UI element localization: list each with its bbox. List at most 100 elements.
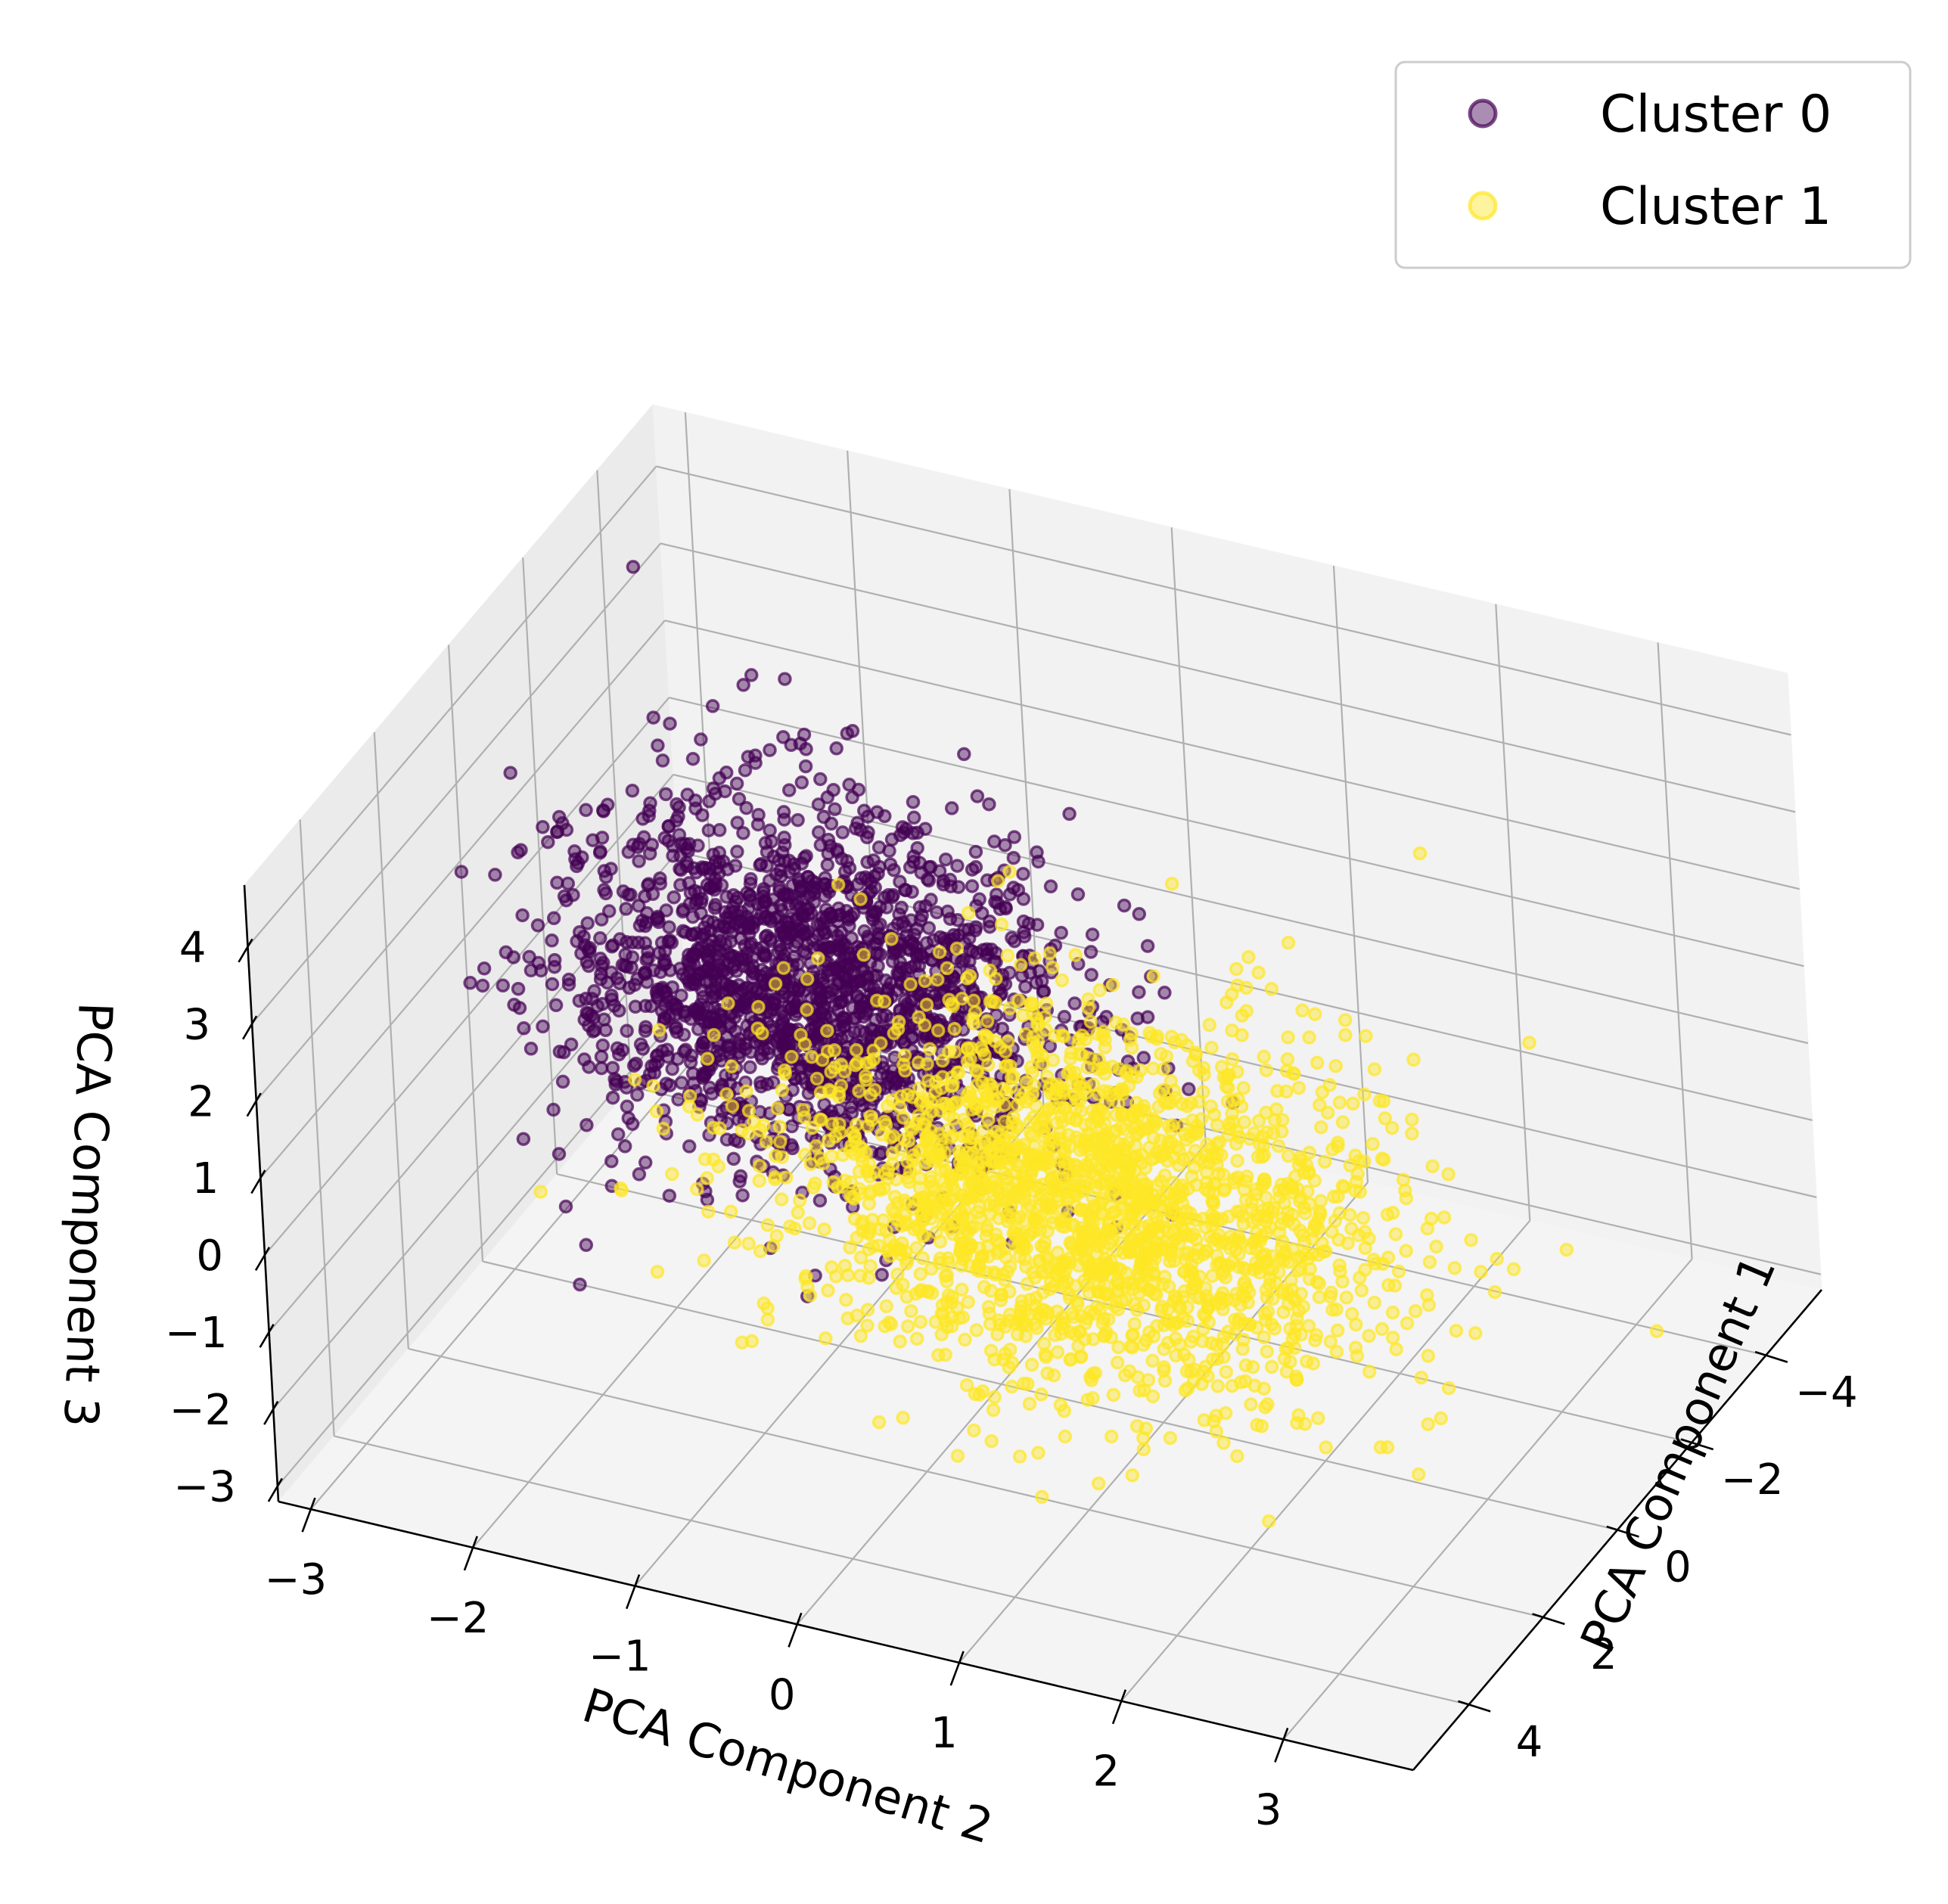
data-point-cluster-1 (707, 1028, 721, 1042)
data-point-cluster-1 (1315, 1085, 1330, 1100)
data-point-cluster-1 (1353, 1270, 1367, 1285)
data-point-cluster-1 (1110, 1356, 1125, 1370)
data-point-cluster-0 (816, 971, 830, 986)
data-point-cluster-1 (750, 1021, 765, 1036)
data-point-cluster-1 (1030, 1045, 1045, 1060)
data-point-cluster-1 (834, 1058, 849, 1072)
data-point-cluster-0 (572, 924, 587, 940)
data-point-cluster-0 (729, 776, 744, 791)
data-point-cluster-1 (1067, 1088, 1082, 1102)
data-point-cluster-1 (904, 1303, 918, 1319)
y-tick-label: −3 (265, 1555, 328, 1604)
data-point-cluster-1 (1288, 1293, 1303, 1308)
y-tick-label: 3 (1255, 1785, 1282, 1834)
data-point-cluster-0 (499, 945, 514, 960)
data-point-cluster-1 (1066, 1172, 1080, 1186)
data-point-cluster-1 (846, 1190, 860, 1204)
data-point-cluster-1 (701, 1204, 716, 1219)
data-point-cluster-0 (700, 1192, 715, 1207)
data-point-cluster-1 (1297, 1200, 1311, 1215)
data-point-cluster-1 (1328, 1213, 1343, 1228)
data-point-cluster-1 (797, 1036, 812, 1051)
data-point-cluster-1 (990, 1246, 1005, 1260)
data-point-cluster-0 (853, 974, 868, 989)
data-point-cluster-0 (524, 1042, 539, 1056)
data-point-cluster-1 (862, 1227, 877, 1241)
data-point-cluster-1 (980, 1014, 995, 1029)
data-point-cluster-1 (1302, 1030, 1316, 1045)
data-point-cluster-1 (1036, 1285, 1051, 1300)
data-point-cluster-0 (828, 802, 842, 816)
data-point-cluster-0 (741, 902, 756, 916)
data-point-cluster-1 (775, 1082, 790, 1098)
data-point-cluster-1 (1188, 1125, 1202, 1140)
data-point-cluster-1 (1373, 1440, 1388, 1455)
data-point-cluster-1 (1303, 1262, 1317, 1276)
data-point-cluster-1 (1045, 960, 1060, 975)
data-point-cluster-1 (1108, 1015, 1123, 1030)
data-point-cluster-0 (683, 1055, 698, 1070)
data-point-cluster-1 (993, 1235, 1007, 1250)
data-point-cluster-0 (750, 817, 766, 832)
data-point-cluster-0 (811, 825, 826, 840)
data-point-cluster-0 (597, 883, 611, 897)
data-point-cluster-0 (733, 986, 748, 1000)
data-point-cluster-0 (636, 830, 651, 845)
data-point-cluster-0 (545, 977, 560, 992)
data-point-cluster-1 (986, 1265, 1002, 1280)
data-point-cluster-0 (835, 825, 850, 840)
data-point-cluster-0 (861, 825, 875, 840)
data-point-cluster-0 (899, 961, 914, 976)
data-point-cluster-0 (610, 1127, 626, 1141)
data-point-cluster-1 (1157, 1168, 1173, 1183)
data-point-cluster-1 (946, 1129, 960, 1143)
data-point-cluster-0 (638, 999, 653, 1014)
data-point-cluster-1 (1258, 1313, 1273, 1328)
data-point-cluster-0 (726, 888, 741, 902)
data-point-cluster-1 (1022, 1396, 1037, 1411)
data-point-cluster-0 (579, 1238, 594, 1253)
data-point-cluster-0 (651, 738, 665, 753)
data-point-cluster-1 (650, 1264, 665, 1279)
data-point-cluster-1 (1343, 1207, 1357, 1222)
data-point-cluster-1 (1235, 1209, 1250, 1223)
data-point-cluster-1 (1257, 1247, 1272, 1262)
data-point-cluster-1 (970, 1077, 984, 1092)
data-point-cluster-1 (1312, 1290, 1327, 1305)
data-point-cluster-1 (1425, 1159, 1440, 1173)
data-point-cluster-1 (1290, 1415, 1304, 1430)
data-point-cluster-0 (816, 809, 831, 825)
data-point-cluster-1 (1169, 1207, 1184, 1221)
data-point-cluster-1 (1053, 1100, 1067, 1114)
data-point-cluster-0 (774, 1017, 788, 1033)
data-point-cluster-1 (931, 1023, 946, 1038)
data-point-cluster-1 (1163, 1430, 1178, 1446)
data-point-cluster-1 (1235, 1287, 1250, 1302)
data-point-cluster-1 (887, 1189, 903, 1204)
grid-line-z-left (268, 851, 679, 1333)
data-point-cluster-0 (679, 855, 694, 870)
data-point-cluster-0 (1016, 866, 1030, 881)
data-point-cluster-0 (598, 870, 614, 884)
data-point-cluster-0 (778, 672, 792, 686)
data-point-cluster-1 (1169, 1232, 1184, 1246)
data-point-cluster-0 (594, 1049, 609, 1064)
data-point-cluster-0 (642, 1067, 657, 1081)
data-point-cluster-0 (657, 953, 672, 968)
data-point-cluster-1 (958, 1332, 972, 1347)
data-point-cluster-0 (884, 832, 899, 847)
data-point-cluster-0 (918, 899, 933, 914)
data-point-cluster-1 (1350, 1166, 1365, 1182)
data-point-cluster-1 (1198, 1359, 1213, 1374)
data-point-cluster-1 (859, 1164, 875, 1179)
data-point-cluster-1 (1040, 1224, 1055, 1238)
data-point-cluster-1 (909, 1160, 923, 1175)
data-point-cluster-0 (750, 941, 764, 956)
data-point-cluster-1 (915, 1250, 931, 1266)
data-point-cluster-0 (600, 975, 615, 990)
data-point-cluster-0 (1007, 933, 1022, 949)
data-point-cluster-1 (1115, 1197, 1130, 1213)
data-point-cluster-1 (779, 1170, 794, 1185)
grid-line-x-floor (334, 1435, 1469, 1706)
data-point-cluster-0 (796, 927, 811, 942)
